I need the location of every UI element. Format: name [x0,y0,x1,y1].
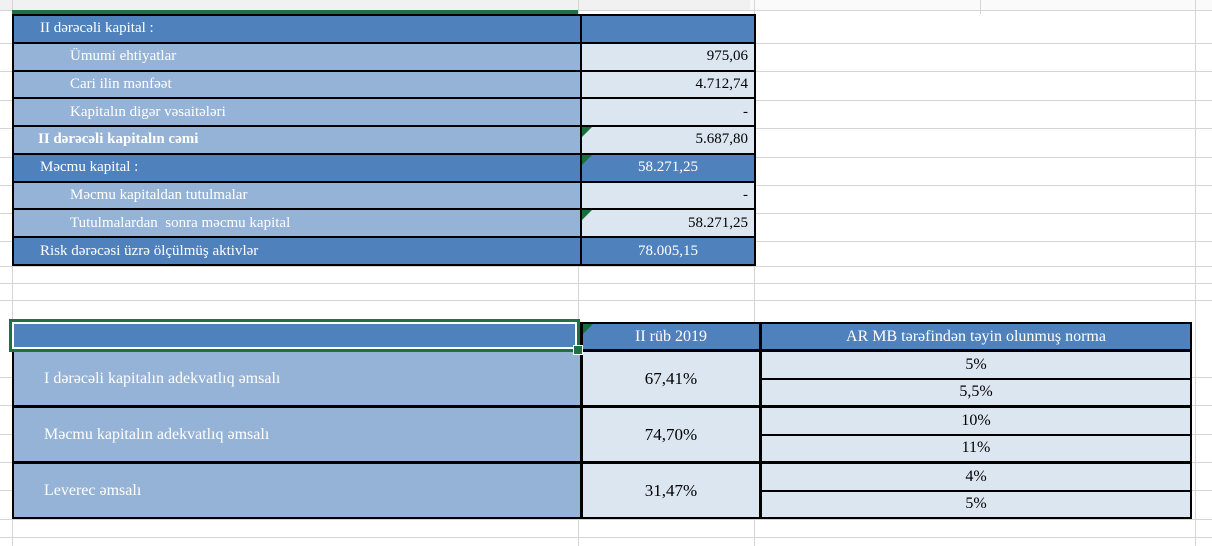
norma-min-cell[interactable]: 10% [762,408,1190,436]
row-label-cari-ilin-manfaat[interactable]: Cari ilin mənfəət [14,71,580,98]
cell-number: 11% [961,439,991,457]
cell-text: I dərəcəli kapitalın adekvatlıq əmsalı [44,369,281,387]
row-label-tutulmalardan-sonra[interactable]: Tutulmalardan sonra məcmu kapital [14,210,580,237]
top-partial-row[interactable] [0,0,1212,10]
selection-edge-bar [12,10,578,14]
cell-text: Kapitalın digər vəsaitələri [70,103,226,120]
cell-number: 58.271,25 [688,214,748,231]
cell-number: 5% [965,495,987,513]
row-value-macmu-kapitaldan-tutulmalar[interactable]: - [582,182,754,209]
header-empty-cell[interactable] [14,324,580,349]
gridline [0,519,1212,520]
row-value-ii-darajali-kapitalin-cami[interactable]: 5.687,80 [582,127,754,153]
cell-text: Məcmu kapitaldan tutulmalar [70,187,248,204]
row-value-i-darajali-adekvatliq[interactable]: 67,41% [583,352,759,405]
row-label-ii-darajali-kapital[interactable]: II dərəcəli kapital : [14,16,580,42]
cell-number: - [743,103,748,120]
cell-number: 975,06 [706,48,748,65]
gridline [754,0,755,546]
row-value-kapitalin-digar-vasaitalari[interactable]: - [582,99,754,126]
norma-min-cell[interactable]: 5% [762,352,1190,380]
row-label-risk-darajasi-aktivlar[interactable]: Risk dərəcəsi üzrə ölçülmüş aktivlər [14,238,580,264]
cell-text: II dərəcəli kapitalın cəmi [38,131,199,148]
top-partial-row-right[interactable] [750,0,1212,10]
row-value-umumi-ehtiyatlar[interactable]: 975,06 [582,43,754,70]
cell-number: 5,5% [959,383,993,401]
cell-text: Tutulmalardan sonra məcmu kapital [70,214,291,231]
row-label-umumi-ehtiyatlar[interactable]: Ümumi ehtiyatlar [14,43,580,70]
cell-text: II dərəcəli kapital : [40,20,154,37]
cell-number: 4.712,74 [695,75,749,92]
gridline [0,537,1212,538]
cell-number: 31,47% [644,480,698,500]
cell-number: 78.005,15 [638,242,698,259]
gridline [0,266,1212,267]
row-label-macmu-kapitaldan-tutulmalar[interactable]: Məcmu kapitaldan tutulmalar [14,182,580,209]
gridline [0,10,1212,11]
row-value-risk-darajasi-aktivlar[interactable]: 78.005,15 [582,238,754,264]
row-label-ii-darajali-kapitalin-cami[interactable]: II dərəcəli kapitalın cəmi [14,127,580,153]
cell-text: Cari ilin mənfəət [70,75,172,92]
gridline [0,300,1212,301]
cell-text: Məcmu kapitalın adekvatlıq əmsalı [44,425,270,443]
row-value-macmu-kapital[interactable]: 58.271,25 [582,154,754,181]
gridline [1195,0,1196,546]
error-indicator-icon [582,127,592,138]
row-label-leverec-amsali[interactable]: Leverec əmsalı [14,464,580,517]
row-label-i-darajali-adekvatliq[interactable]: I dərəcəli kapitalın adekvatlıq əmsalı [14,352,580,405]
cell-number: 74,70% [644,424,698,444]
cell-text: AR MB tərəfindən təyin olunmuş norma [846,327,1106,345]
cell-number: 5% [965,355,987,373]
norma-min-cell[interactable]: 4% [762,464,1190,492]
norma-max-cell[interactable]: 11% [762,436,1190,462]
header-period-cell[interactable]: II rüb 2019 [583,324,759,349]
cell-text: Ümumi ehtiyatlar [70,48,177,65]
cell-text: Risk dərəcəsi üzrə ölçülmüş aktivlər [40,242,259,259]
cell-number: - [743,187,748,204]
capital-table: II dərəcəli kapital : Ümumi ehtiyatlar 9… [12,14,756,266]
header-norma-cell[interactable]: AR MB tərəfindən təyin olunmuş norma [762,324,1190,349]
row-value-ii-darajali-kapital[interactable] [582,16,754,42]
row-norma-macmu-adekvatliq: 10% 11% [762,408,1190,461]
fill-handle[interactable] [573,345,583,355]
cell-number: 58.271,25 [638,159,698,176]
gridline [578,0,579,546]
error-indicator-icon [583,324,593,334]
error-indicator-icon [582,210,592,221]
row-value-tutulmalardan-sonra[interactable]: 58.271,25 [582,210,754,237]
row-label-macmu-kapital[interactable]: Məcmu kapital : [14,154,580,181]
row-label-macmu-adekvatliq[interactable]: Məcmu kapitalın adekvatlıq əmsalı [14,408,580,461]
cell-number: 4% [965,467,987,485]
row-norma-i-darajali-adekvatliq: 5% 5,5% [762,352,1190,405]
gridline [980,0,981,14]
cell-number: 67,41% [644,368,698,388]
norma-max-cell[interactable]: 5% [762,492,1190,518]
norma-max-cell[interactable]: 5,5% [762,380,1190,406]
row-value-leverec-amsali[interactable]: 31,47% [583,464,759,517]
row-value-macmu-adekvatliq[interactable]: 74,70% [583,408,759,461]
cell-number: 5.687,80 [695,131,749,148]
row-norma-leverec-amsali: 4% 5% [762,464,1190,517]
cell-number: 10% [961,411,991,429]
gridline [12,0,13,546]
gridline [0,283,1212,284]
cell-text: II rüb 2019 [635,327,707,345]
active-cell-selection[interactable] [9,319,583,355]
cell-text: Leverec əmsalı [44,481,142,499]
adequacy-table: II rüb 2019 AR MB tərəfindən təyin olunm… [12,322,1192,519]
cell-text: Məcmu kapital : [40,159,139,176]
row-value-cari-ilin-manfaat[interactable]: 4.712,74 [582,71,754,98]
row-label-kapitalin-digar-vasaitalari[interactable]: Kapitalın digər vəsaitələri [14,99,580,126]
error-indicator-icon [582,154,592,165]
